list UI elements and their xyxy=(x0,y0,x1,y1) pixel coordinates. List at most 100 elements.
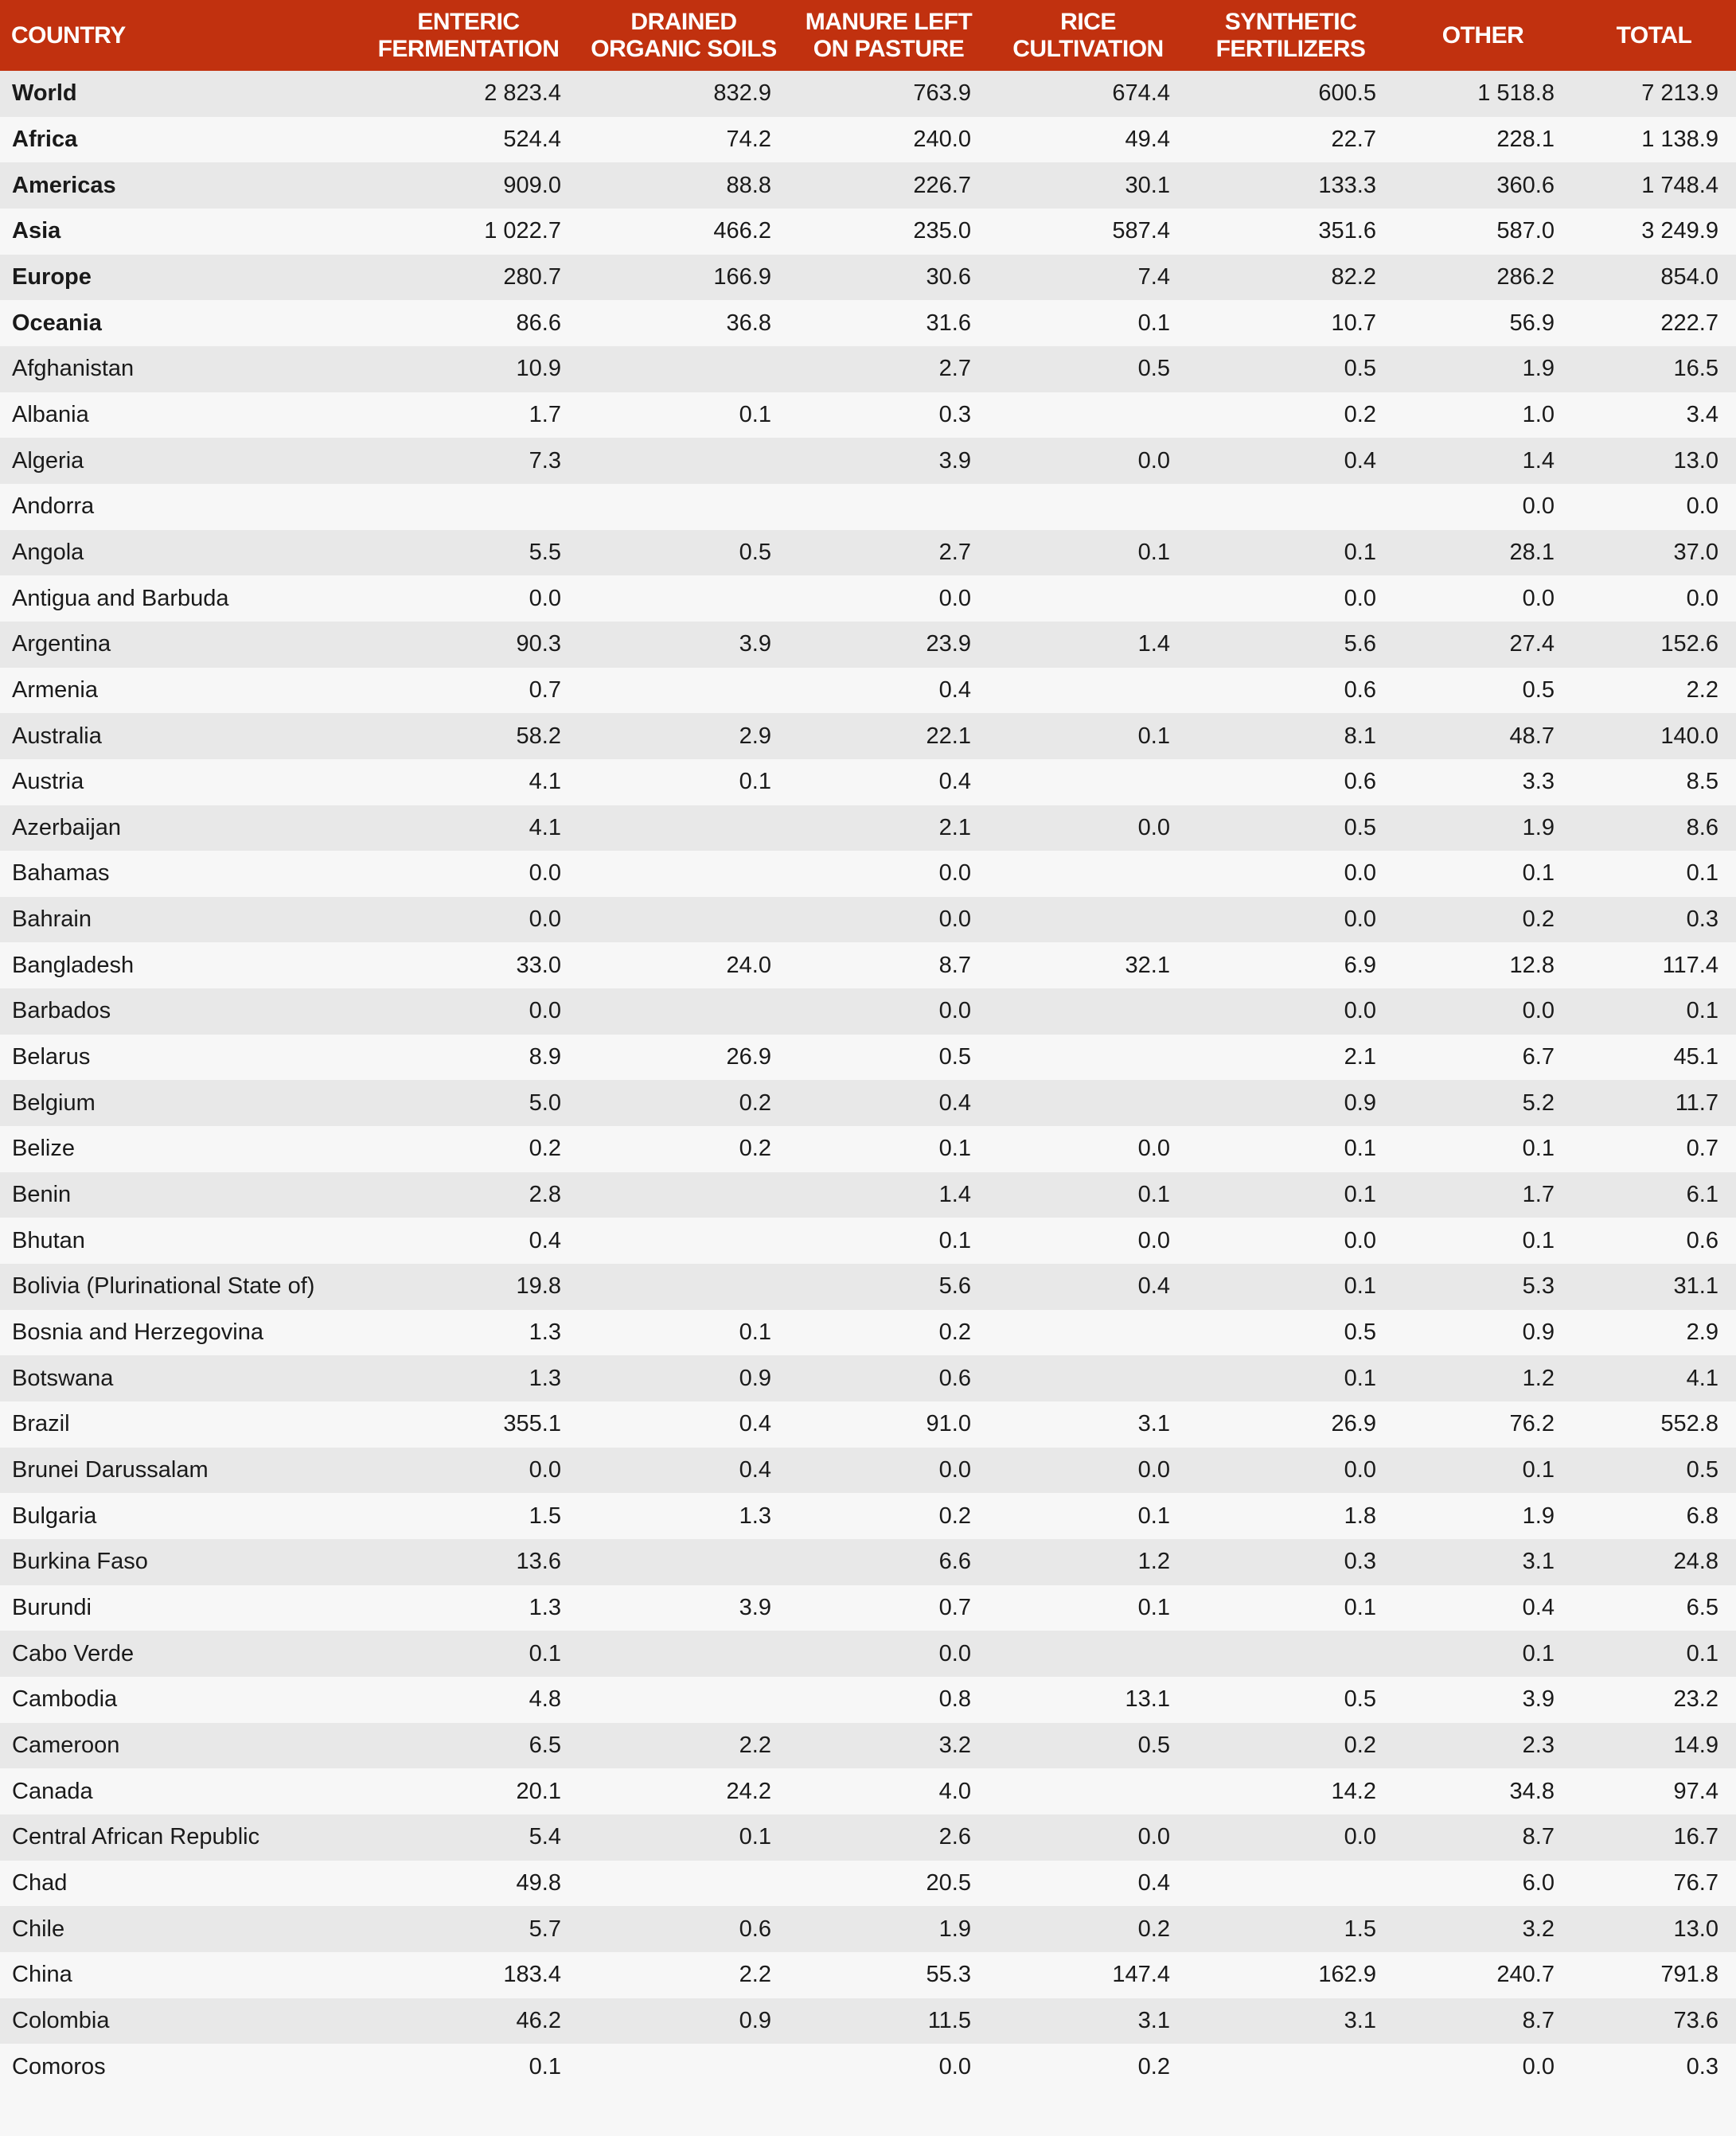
value-cell: 22.7 xyxy=(1331,126,1376,152)
value-cell: 0.3 xyxy=(1686,906,1718,933)
value-cell: 28.1 xyxy=(1509,539,1555,565)
value-cell: 0.9 xyxy=(739,1365,771,1391)
table-row: Burkina Faso 13.6 6.6 1.2 0.3 3.1 24.8 xyxy=(0,1539,1736,1585)
value-cell: 36.8 xyxy=(726,310,771,336)
value-cell: 0.5 xyxy=(1344,356,1376,382)
value-cell: 6.6 xyxy=(938,1549,971,1575)
value-cell: 0.0 xyxy=(1522,998,1555,1024)
country-name: Algeria xyxy=(12,447,84,474)
value-cell: 4.1 xyxy=(529,814,561,840)
value-cell: 0.1 xyxy=(1137,1594,1170,1620)
value-cell: 13.6 xyxy=(516,1549,561,1575)
value-cell: 73.6 xyxy=(1673,2007,1718,2033)
value-cell: 46.2 xyxy=(516,2007,561,2033)
table-row: Cabo Verde 0.1 0.0 0.1 0.1 xyxy=(0,1631,1736,1677)
country-name: Burundi xyxy=(12,1594,92,1620)
value-cell: 7.3 xyxy=(529,447,561,474)
value-cell: 19.8 xyxy=(516,1273,561,1300)
value-cell: 0.0 xyxy=(529,585,561,611)
header-country: COUNTRY xyxy=(11,21,126,49)
value-cell: 355.1 xyxy=(503,1411,561,1437)
value-cell: 0.9 xyxy=(739,2007,771,2033)
emissions-table: COUNTRY ENTERIC FERMENTATION DRAINED ORGAN… xyxy=(0,0,1736,2079)
header-total: TOTAL xyxy=(1616,21,1692,49)
country-name: Botswana xyxy=(12,1365,114,1391)
value-cell: 1.3 xyxy=(739,1503,771,1529)
value-cell: 0.6 xyxy=(1344,676,1376,703)
value-cell: 0.0 xyxy=(1137,814,1170,840)
country-name: Cambodia xyxy=(12,1686,118,1713)
header-line: MANURE LEFT xyxy=(805,8,973,35)
value-cell xyxy=(579,1264,789,1310)
value-cell: 86.6 xyxy=(516,310,561,336)
country-name: Bhutan xyxy=(12,1227,85,1253)
value-cell: 24.2 xyxy=(726,1778,771,1804)
country-name: Bahamas xyxy=(12,860,110,887)
country-name: Chile xyxy=(12,1916,65,1942)
value-cell: 56.9 xyxy=(1509,310,1555,336)
value-cell: 13.0 xyxy=(1673,1916,1718,1942)
header-line: FERTILIZERS xyxy=(1215,35,1366,62)
value-cell: 0.4 xyxy=(938,769,971,795)
value-cell: 11.7 xyxy=(1675,1089,1718,1116)
country-name: Belarus xyxy=(12,1044,91,1070)
table-row: Australia 58.2 2.9 22.1 0.1 8.1 48.7 140.0 xyxy=(0,713,1736,759)
value-cell: 0.5 xyxy=(1344,814,1376,840)
value-cell: 0.0 xyxy=(1137,447,1170,474)
value-cell xyxy=(1188,484,1394,530)
country-name: Bulgaria xyxy=(12,1503,97,1529)
country-name: Barbados xyxy=(12,998,111,1024)
value-cell: 34.8 xyxy=(1509,1778,1555,1804)
value-cell xyxy=(579,1218,789,1264)
value-cell: 0.2 xyxy=(529,1136,561,1162)
value-cell: 0.0 xyxy=(938,906,971,933)
table-row: Argentina 90.3 3.9 23.9 1.4 5.6 27.4 152.6 xyxy=(0,621,1736,668)
value-cell: 2.9 xyxy=(739,723,771,749)
value-cell: 31.6 xyxy=(926,310,971,336)
header-enteric-fermentation: ENTERIC FERMENTATION xyxy=(358,0,579,71)
value-cell: 45.1 xyxy=(1673,1044,1718,1070)
value-cell: 5.6 xyxy=(938,1273,971,1300)
table-row: Barbados 0.0 0.0 0.0 0.0 0.1 xyxy=(0,988,1736,1035)
value-cell xyxy=(989,1080,1188,1126)
value-cell: 55.3 xyxy=(926,1962,971,1988)
value-cell xyxy=(1188,1861,1394,1907)
value-cell: 13.1 xyxy=(1125,1686,1170,1713)
value-cell: 0.0 xyxy=(1522,493,1555,520)
value-cell: 524.4 xyxy=(503,126,561,152)
value-cell: 162.9 xyxy=(1318,1962,1376,1988)
value-cell: 37.0 xyxy=(1673,539,1718,565)
value-cell: 3.9 xyxy=(1522,1686,1555,1713)
value-cell: 0.1 xyxy=(1137,310,1170,336)
value-cell: 23.2 xyxy=(1673,1686,1718,1713)
table-row: Cameroon 6.5 2.2 3.2 0.5 0.2 2.3 14.9 xyxy=(0,1722,1736,1769)
value-cell xyxy=(989,851,1188,897)
value-cell: 133.3 xyxy=(1318,172,1376,198)
value-cell: 26.9 xyxy=(726,1044,771,1070)
value-cell: 27.4 xyxy=(1509,631,1555,657)
value-cell: 1.2 xyxy=(1137,1549,1170,1575)
value-cell: 0.4 xyxy=(739,1457,771,1483)
value-cell: 222.7 xyxy=(1660,310,1718,336)
value-cell xyxy=(989,1631,1188,1677)
table-row: Brunei Darussalam 0.0 0.4 0.0 0.0 0.0 0.1 0.5 xyxy=(0,1447,1736,1494)
value-cell: 6.5 xyxy=(529,1732,561,1758)
value-cell: 909.0 xyxy=(503,172,561,198)
value-cell: 1.9 xyxy=(938,1916,971,1942)
value-cell: 0.0 xyxy=(938,585,971,611)
country-name: Burkina Faso xyxy=(12,1549,148,1575)
value-cell: 22.1 xyxy=(926,723,971,749)
value-cell: 13.0 xyxy=(1673,447,1718,474)
value-cell: 166.9 xyxy=(713,263,771,290)
value-cell xyxy=(579,346,789,392)
value-cell: 3.1 xyxy=(1137,2007,1170,2033)
value-cell: 11.5 xyxy=(927,2007,971,2033)
value-cell: 2.7 xyxy=(938,539,971,565)
value-cell: 0.1 xyxy=(739,769,771,795)
table-row: Austria 4.1 0.1 0.4 0.6 3.3 8.5 xyxy=(0,758,1736,805)
value-cell: 0.3 xyxy=(1344,1549,1376,1575)
country-name: Canada xyxy=(12,1778,93,1804)
value-cell: 0.2 xyxy=(938,1319,971,1346)
value-cell: 1.5 xyxy=(529,1503,561,1529)
value-cell: 0.3 xyxy=(1686,2053,1718,2079)
